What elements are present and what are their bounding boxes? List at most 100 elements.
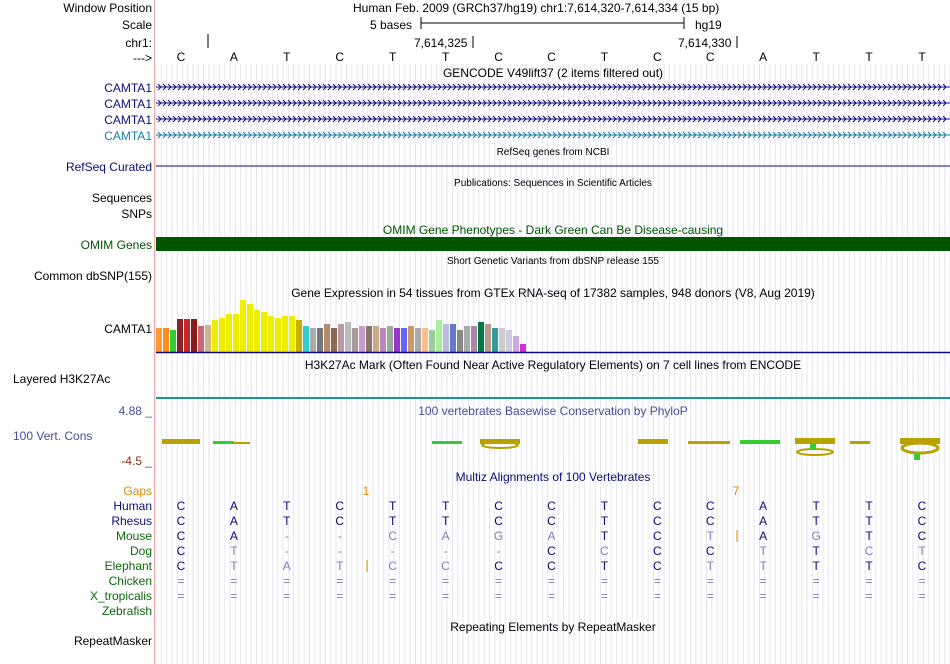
gtex-bar <box>184 319 190 352</box>
species-base: - <box>284 544 289 558</box>
species-base: = <box>653 589 661 603</box>
species-base: = <box>230 589 238 603</box>
species-base: T <box>230 544 238 558</box>
species-base: = <box>600 574 608 588</box>
species-base: T <box>600 514 609 528</box>
window-position-label: Window Position <box>63 1 152 15</box>
species-label[interactable]: Dog <box>129 544 152 558</box>
gtex-bar <box>492 328 498 352</box>
dbsnp-label[interactable]: Common dbSNP(155) <box>33 269 152 283</box>
h3k27ac-label[interactable]: Layered H3K27Ac <box>13 372 111 386</box>
gaps-label[interactable]: Gaps <box>123 484 152 498</box>
species-base: C <box>494 514 503 528</box>
cons-mark <box>914 454 920 460</box>
species-base: A <box>282 559 291 573</box>
tick-label-2: 7,614,330 <box>678 36 732 50</box>
species-base: = <box>865 589 873 603</box>
gencode-item-label[interactable]: CAMTA1 <box>104 81 152 95</box>
species-label[interactable]: Chicken <box>108 574 152 588</box>
cons-mark <box>740 440 780 444</box>
refseq-label[interactable]: RefSeq Curated <box>65 160 152 174</box>
gtex-bar <box>359 326 365 352</box>
species-base: = <box>336 574 344 588</box>
species-base: = <box>442 589 450 603</box>
species-base: = <box>706 589 714 603</box>
sequence-base: C <box>705 50 715 64</box>
species-base: T <box>865 499 873 513</box>
repeatmasker-label[interactable]: RepeatMasker <box>73 634 152 648</box>
gtex-bar <box>401 328 407 352</box>
gap-count: 1 <box>362 484 370 498</box>
gtex-bar <box>317 328 323 352</box>
cons-mark <box>213 441 234 444</box>
species-base: G <box>811 529 821 543</box>
sequence-base: C <box>176 50 186 64</box>
species-base: A <box>229 499 238 513</box>
species-label[interactable]: Rhesus <box>111 514 152 528</box>
publications-sequences-label[interactable]: Sequences <box>91 191 152 205</box>
gtex-bar <box>422 328 428 352</box>
gtex-bar <box>247 304 253 352</box>
species-base: A <box>229 514 238 528</box>
strand-chevrons <box>157 99 947 107</box>
species-base: = <box>389 589 397 603</box>
sequence-base: T <box>918 50 926 64</box>
species-base: = <box>706 574 714 588</box>
species-base: T <box>336 559 344 573</box>
species-base: A <box>229 529 238 543</box>
species-base: C <box>652 559 662 573</box>
gtex-bar <box>513 336 519 352</box>
species-base: C <box>335 514 345 528</box>
species-base: T <box>283 514 291 528</box>
species-base: C <box>547 514 556 528</box>
species-base: = <box>759 589 767 603</box>
gtex-bar <box>457 330 463 352</box>
gencode-item-label[interactable]: CAMTA1 <box>104 113 152 127</box>
sequence-base: T <box>812 50 820 64</box>
species-base: C <box>547 499 556 513</box>
gtex-bar <box>464 326 470 352</box>
gtex-bar <box>380 328 386 352</box>
gtex-bar <box>275 318 281 352</box>
publications-snps-label[interactable]: SNPs <box>121 207 152 221</box>
gtex-bar <box>261 312 267 352</box>
gtex-label[interactable]: CAMTA1 <box>104 322 152 336</box>
species-label[interactable]: Human <box>113 499 152 513</box>
species-base: A <box>759 499 768 513</box>
gtex-bar <box>387 326 393 352</box>
species-base: C <box>705 514 715 528</box>
species-label[interactable]: X_tropicalis <box>89 589 152 603</box>
species-base: = <box>495 589 503 603</box>
gtex-bar <box>156 328 162 352</box>
species-base: T <box>812 544 820 558</box>
species-base: C <box>176 514 186 528</box>
species-base: - <box>337 544 342 558</box>
species-label[interactable]: Elephant <box>104 559 152 573</box>
species-base: = <box>283 574 291 588</box>
cons-mark <box>795 438 835 444</box>
cons-label[interactable]: 100 Vert. Cons <box>13 429 93 443</box>
omim-label[interactable]: OMIM Genes <box>80 238 152 252</box>
species-label[interactable]: Mouse <box>115 529 152 543</box>
species-base: T <box>865 559 873 573</box>
scale-db: hg19 <box>695 18 722 32</box>
sequence-base: T <box>283 50 291 64</box>
gap-count: 7 <box>732 484 740 498</box>
gtex-bar <box>205 325 211 352</box>
gtex-bar <box>338 324 344 352</box>
species-base: = <box>442 574 450 588</box>
species-base: C <box>547 544 556 558</box>
species-base: T <box>283 499 291 513</box>
repeatmasker-title: Repeating Elements by RepeatMasker <box>450 620 656 634</box>
species-base: C <box>600 544 609 558</box>
gtex-bar <box>212 320 218 352</box>
gencode-item-label[interactable]: CAMTA1 <box>104 97 152 111</box>
species-base: C <box>705 499 715 513</box>
gtex-title: Gene Expression in 54 tissues from GTEx … <box>291 286 815 300</box>
gtex-bar <box>471 326 477 352</box>
species-label[interactable]: Zebrafish <box>101 604 152 618</box>
species-base: = <box>547 574 555 588</box>
gencode-item-label[interactable]: CAMTA1 <box>104 129 152 143</box>
species-base: C <box>652 544 662 558</box>
